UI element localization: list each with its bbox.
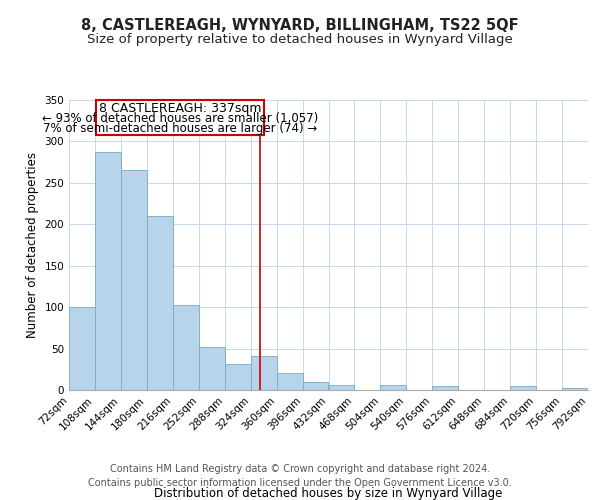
FancyBboxPatch shape bbox=[97, 100, 263, 135]
Bar bbox=[510, 386, 536, 390]
Text: Size of property relative to detached houses in Wynyard Village: Size of property relative to detached ho… bbox=[87, 32, 513, 46]
Text: 7% of semi-detached houses are larger (74) →: 7% of semi-detached houses are larger (7… bbox=[43, 122, 317, 136]
Bar bbox=[251, 356, 277, 390]
Bar bbox=[147, 216, 173, 390]
Bar bbox=[302, 382, 329, 390]
Bar bbox=[329, 385, 355, 390]
Text: ← 93% of detached houses are smaller (1,057): ← 93% of detached houses are smaller (1,… bbox=[42, 112, 318, 126]
Text: 8 CASTLEREAGH: 337sqm: 8 CASTLEREAGH: 337sqm bbox=[99, 102, 261, 116]
Bar bbox=[199, 347, 224, 390]
Bar bbox=[69, 307, 95, 390]
Bar bbox=[380, 385, 406, 390]
Bar bbox=[121, 170, 147, 390]
Bar bbox=[95, 152, 121, 390]
Bar bbox=[224, 364, 251, 390]
Text: 8, CASTLEREAGH, WYNYARD, BILLINGHAM, TS22 5QF: 8, CASTLEREAGH, WYNYARD, BILLINGHAM, TS2… bbox=[81, 18, 519, 32]
Y-axis label: Number of detached properties: Number of detached properties bbox=[26, 152, 39, 338]
Bar bbox=[432, 386, 458, 390]
Bar bbox=[562, 388, 588, 390]
X-axis label: Distribution of detached houses by size in Wynyard Village: Distribution of detached houses by size … bbox=[154, 488, 503, 500]
Bar bbox=[277, 374, 302, 390]
Bar bbox=[173, 306, 199, 390]
Text: Contains HM Land Registry data © Crown copyright and database right 2024.
Contai: Contains HM Land Registry data © Crown c… bbox=[88, 464, 512, 487]
